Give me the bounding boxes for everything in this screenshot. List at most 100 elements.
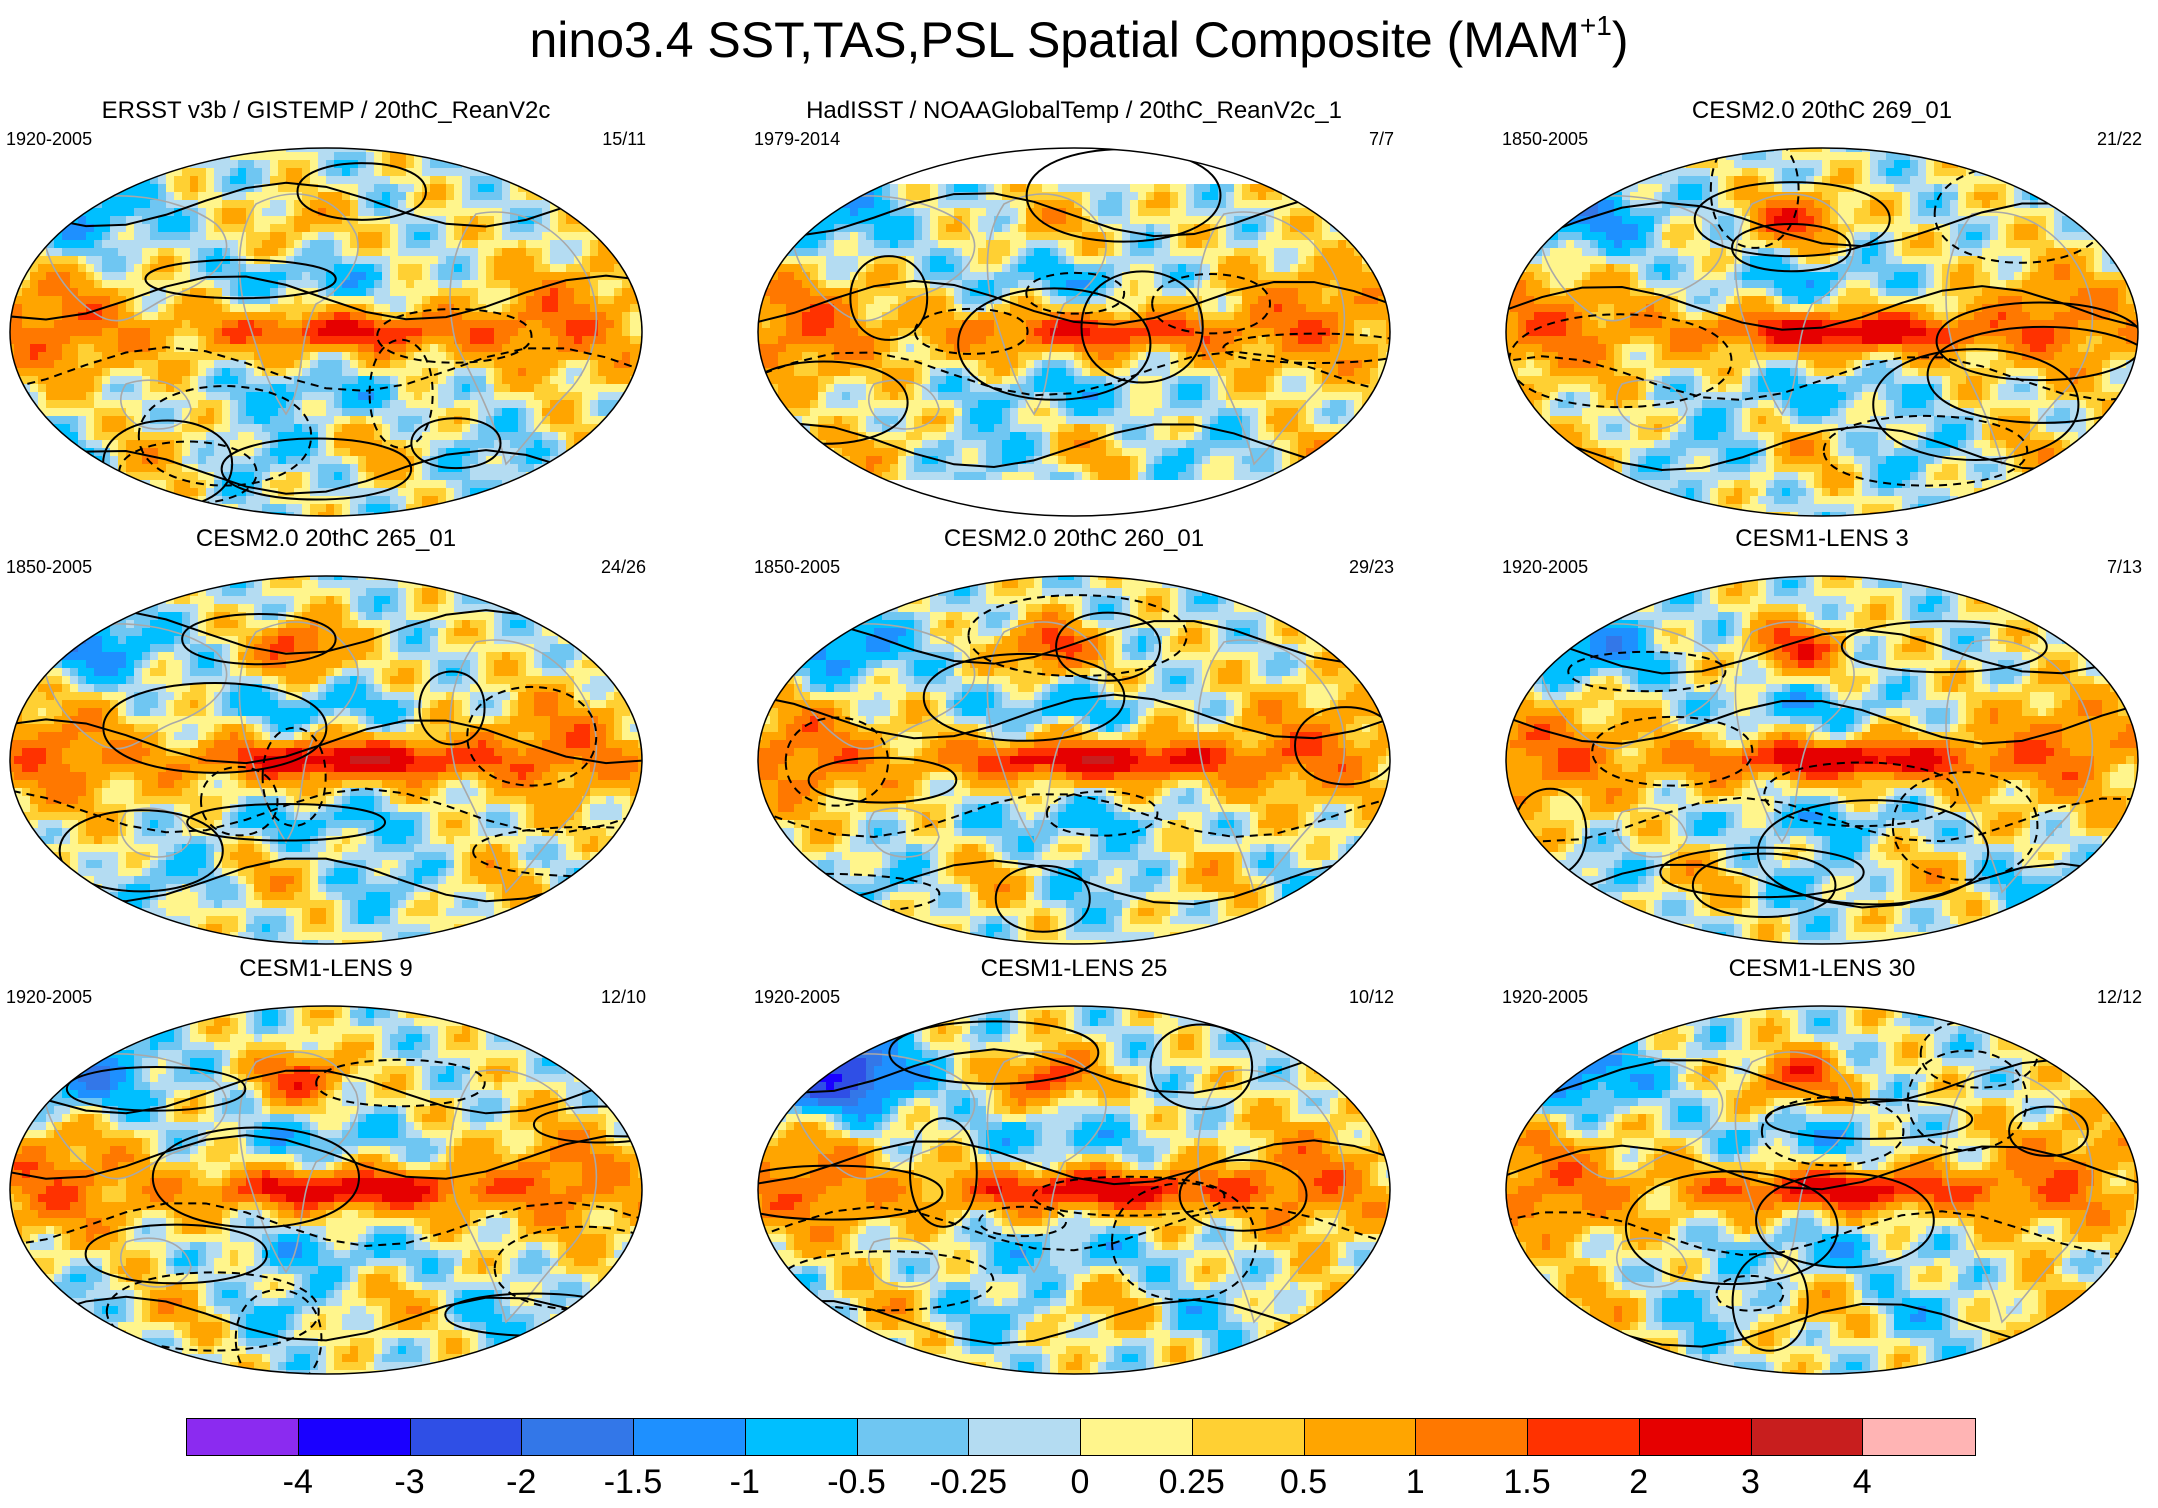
field-cell [598, 304, 607, 313]
field-cell [174, 296, 183, 305]
field-cell [1074, 312, 1083, 321]
field-cell [802, 352, 811, 361]
field-cell [182, 264, 191, 273]
field-cell [278, 480, 287, 489]
field-cell [502, 272, 511, 281]
field-cell [70, 368, 79, 377]
field-cell [446, 168, 455, 177]
field-cell [438, 272, 447, 281]
field-cell [842, 248, 851, 257]
field-cell [558, 288, 567, 297]
field-cell [102, 432, 111, 441]
field-cell [1106, 192, 1115, 201]
field-cell [326, 280, 335, 289]
field-cell [1122, 344, 1131, 353]
field-cell [414, 488, 423, 497]
field-cell [962, 216, 971, 225]
field-cell [454, 352, 463, 361]
field-cell [810, 256, 819, 265]
field-cell [406, 504, 415, 513]
field-cell [382, 336, 391, 345]
field-cell [438, 440, 447, 449]
field-cell [938, 256, 947, 265]
field-cell [778, 264, 787, 273]
field-cell [206, 360, 215, 369]
field-cell [422, 272, 431, 281]
field-cell [1002, 168, 1011, 177]
field-cell [334, 336, 343, 345]
field-cell [566, 216, 575, 225]
field-cell [834, 216, 843, 225]
field-cell [382, 368, 391, 377]
field-cell [1370, 304, 1379, 313]
field-cell [278, 368, 287, 377]
field-cell [1114, 208, 1123, 217]
field-cell [1250, 280, 1259, 289]
field-cell [342, 256, 351, 265]
field-cell [1042, 280, 1051, 289]
field-cell [398, 448, 407, 457]
field-cell [1306, 320, 1315, 329]
field-cell [422, 200, 431, 209]
field-cell [286, 288, 295, 297]
field-cell [406, 480, 415, 489]
field-cell [182, 336, 191, 345]
field-cell [62, 224, 71, 233]
field-cell [1370, 336, 1379, 345]
field-cell [254, 200, 263, 209]
field-cell [1138, 200, 1147, 209]
field-cell [1258, 240, 1267, 249]
field-cell [758, 312, 763, 321]
field-cell [574, 384, 583, 393]
field-cell [478, 432, 487, 441]
field-cell [382, 432, 391, 441]
field-cell [134, 248, 143, 257]
field-cell [406, 312, 415, 321]
field-cell [1026, 352, 1035, 361]
field-cell [986, 344, 995, 353]
field-cell [1034, 148, 1043, 153]
field-cell [762, 296, 771, 305]
field-cell [22, 312, 31, 321]
field-cell [270, 408, 279, 417]
field-cell [1362, 344, 1371, 353]
field-cell [302, 504, 311, 513]
field-cell [270, 336, 279, 345]
field-cell [310, 432, 319, 441]
field-cell [326, 192, 335, 201]
field-cell [1122, 304, 1131, 313]
field-cell [510, 408, 519, 417]
field-cell [914, 256, 923, 265]
field-cell [502, 400, 511, 409]
field-cell [206, 304, 215, 313]
field-cell [38, 344, 47, 353]
field-cell [286, 264, 295, 273]
field-cell [1058, 352, 1067, 361]
field-cell [550, 312, 559, 321]
field-cell [254, 312, 263, 321]
field-cell [478, 192, 487, 201]
field-cell [914, 240, 923, 249]
field-cell [230, 168, 239, 177]
field-cell [326, 480, 335, 489]
field-cell [406, 264, 415, 273]
field-cell [374, 344, 383, 353]
field-cell [1042, 248, 1051, 257]
field-cell [1314, 240, 1323, 249]
field-cell [206, 424, 215, 433]
field-cell [406, 160, 415, 169]
field-cell [1050, 344, 1059, 353]
field-cell [986, 312, 995, 321]
field-cell [422, 384, 431, 393]
field-cell [54, 424, 63, 433]
field-cell [310, 464, 319, 473]
field-cell [222, 288, 231, 297]
field-cell [254, 248, 263, 257]
field-cell [1018, 216, 1027, 225]
field-cell [818, 336, 827, 345]
field-cell [574, 280, 583, 289]
field-cell [858, 264, 867, 273]
field-cell [810, 312, 819, 321]
field-cell [286, 208, 295, 217]
field-cell [118, 448, 127, 457]
